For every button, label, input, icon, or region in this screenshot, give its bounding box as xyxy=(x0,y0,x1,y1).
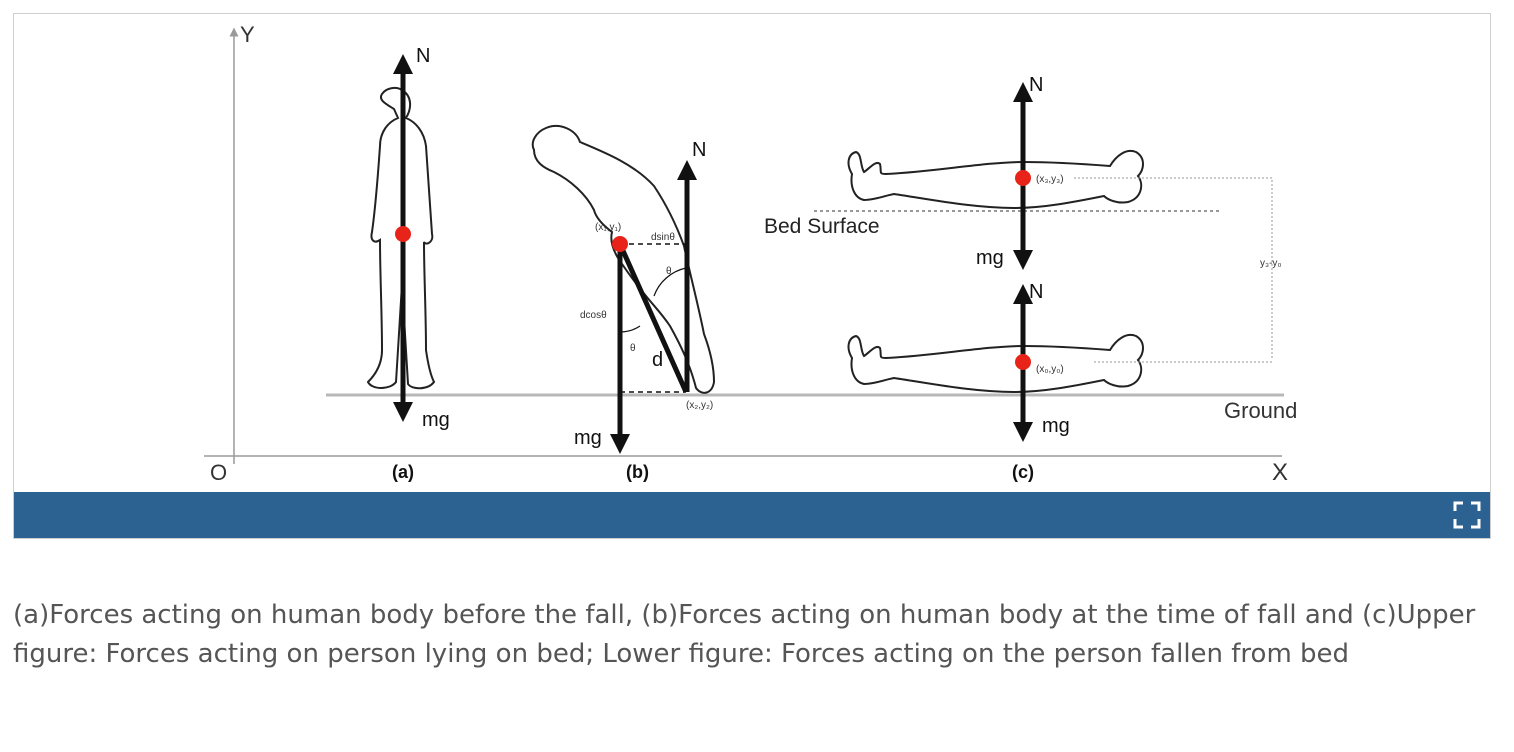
coord-x1y1-label: (x₁,y₁) xyxy=(595,222,621,233)
lower-weight-label: mg xyxy=(1042,415,1070,437)
upper-weight-label: mg xyxy=(976,247,1004,269)
figure-container: Y X O Ground N mg (a) N mg xyxy=(13,13,1491,539)
dsin-label: dsinθ xyxy=(651,232,675,243)
upper-centre-of-mass-dot xyxy=(1015,170,1031,186)
expand-figure-button[interactable] xyxy=(1452,500,1482,530)
figure-caption: (a)Forces acting on human body before th… xyxy=(13,600,1476,669)
panel-c: Bed Surface N mg (x₃,y₃) N mg (x₀,y₀) y₃… xyxy=(764,74,1282,482)
ground-label: Ground xyxy=(1224,398,1297,423)
bed-surface-label: Bed Surface xyxy=(764,215,880,238)
d-label: d xyxy=(652,349,663,371)
panel-b: N mg (x₁,y₁) (x₂,y₂) dsinθ dcosθ θ θ d (… xyxy=(531,124,716,482)
panel-b-label: (b) xyxy=(626,462,649,482)
normal-force-label: N xyxy=(692,139,706,161)
panel-a: N mg (a) xyxy=(366,45,450,482)
theta-arc-upper xyxy=(653,267,687,297)
lever-arm-d xyxy=(617,242,689,394)
panel-a-label: (a) xyxy=(392,462,414,482)
theta-arc-lower xyxy=(619,325,641,333)
lower-lying-body-outline xyxy=(847,334,1144,394)
normal-force-label: N xyxy=(416,45,430,67)
theta-label-lower: θ xyxy=(630,343,636,354)
coord-x2y2-label: (x₂,y₂) xyxy=(686,400,713,411)
standing-body-outline xyxy=(366,86,436,390)
coord-x3y3-label: (x₃,y₃) xyxy=(1036,174,1064,185)
weight-label: mg xyxy=(574,427,602,449)
force-diagram: Y X O Ground N mg (a) N mg xyxy=(204,22,1297,486)
origin-label: O xyxy=(210,460,227,485)
x-axis-label: X xyxy=(1272,459,1288,486)
centre-of-mass-dot xyxy=(612,236,628,252)
centre-of-mass-dot xyxy=(395,226,411,242)
upper-normal-label: N xyxy=(1029,74,1043,96)
coord-x0y0-label: (x₀,y₀) xyxy=(1036,364,1064,375)
dcos-label: dcosθ xyxy=(580,310,607,321)
height-diff-label: y₃-y₀ xyxy=(1260,258,1282,269)
theta-label-upper: θ xyxy=(666,266,672,277)
fullscreen-icon xyxy=(1453,501,1481,529)
upper-lying-body-outline xyxy=(847,150,1144,210)
weight-label: mg xyxy=(422,409,450,431)
falling-body-outline xyxy=(531,124,716,394)
y-axis-label: Y xyxy=(240,22,255,47)
lower-centre-of-mass-dot xyxy=(1015,354,1031,370)
lower-normal-label: N xyxy=(1029,281,1043,303)
panel-c-label: (c) xyxy=(1012,462,1034,482)
figure-toolbar xyxy=(14,492,1490,538)
